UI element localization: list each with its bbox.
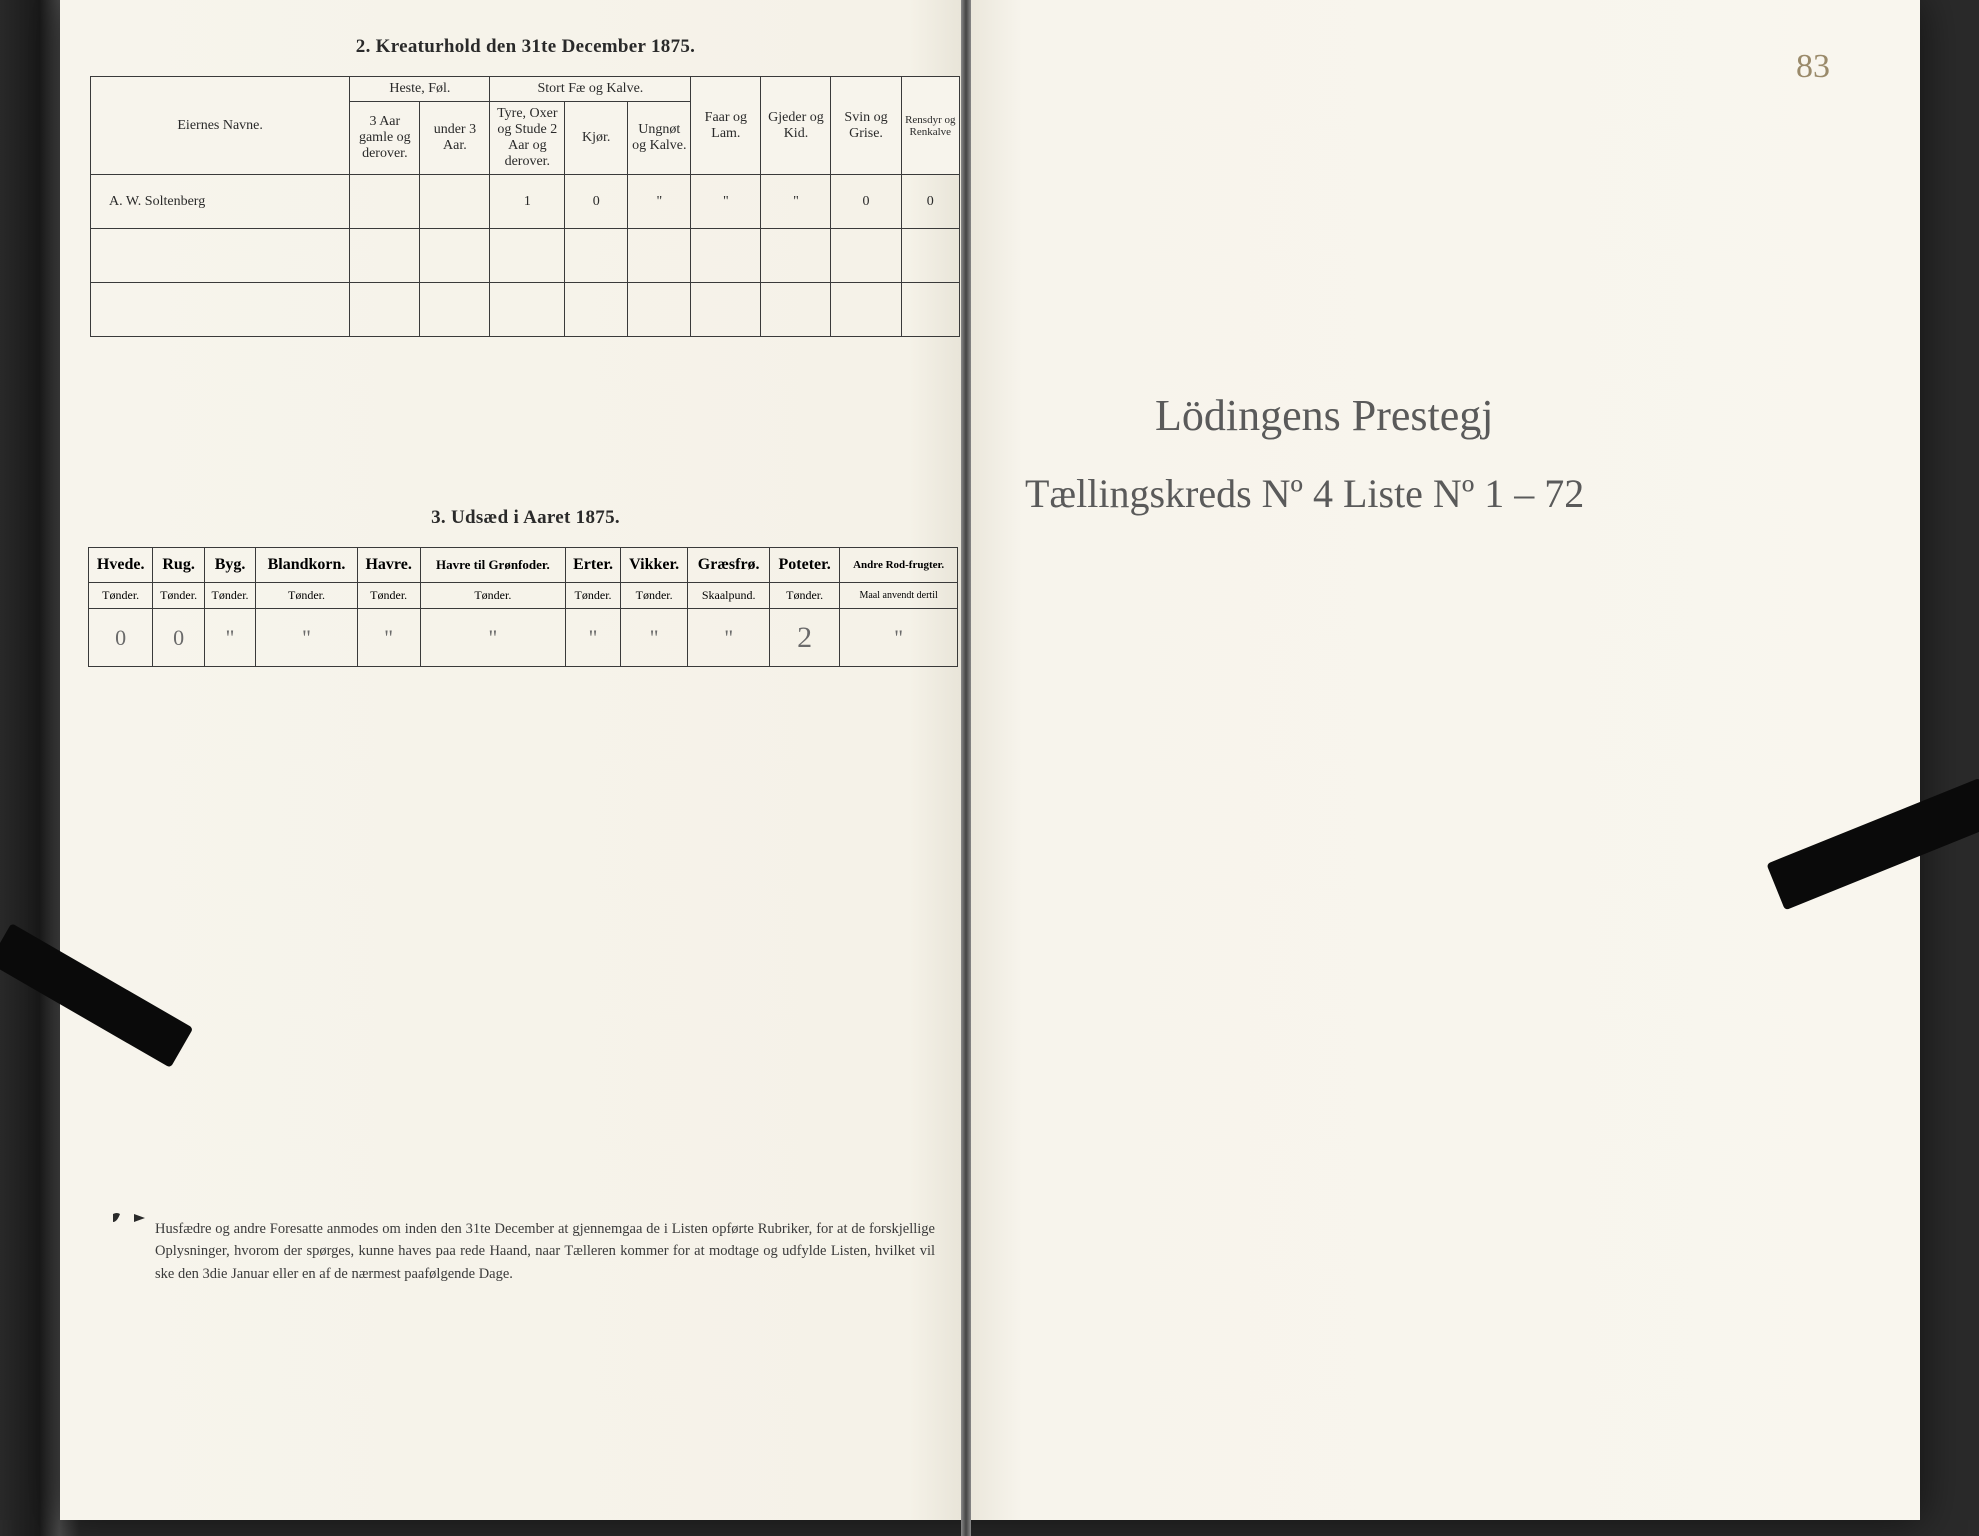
- col: Byg.: [204, 548, 255, 583]
- open-book: 2. Kreaturhold den 31te December 1875. E…: [60, 0, 1920, 1520]
- cell: 0: [901, 175, 959, 229]
- cell: ": [420, 609, 565, 667]
- table-row: [91, 283, 960, 337]
- book-gutter: [961, 0, 971, 1536]
- col-cattle-a: Tyre, Oxer og Stude 2 Aar og derover.: [490, 102, 565, 175]
- section3-title: 3. Udsæd i Aaret 1875.: [88, 507, 963, 529]
- title-script-line-1: Lödingens Prestegj: [1155, 390, 1494, 441]
- section2-title: 2. Kreaturhold den 31te December 1875.: [88, 36, 963, 58]
- cell-owner: A. W. Soltenberg: [91, 175, 350, 229]
- unit: Tønder.: [89, 583, 153, 609]
- right-page: 83 Lödingens Prestegj Tællingskreds Nº 4…: [965, 0, 1920, 1520]
- cell: ": [840, 609, 958, 667]
- cell: 2: [770, 609, 840, 667]
- col: Græsfrø.: [688, 548, 770, 583]
- col-sheep: Faar og Lam.: [691, 77, 761, 175]
- cell: ": [256, 609, 357, 667]
- col-group-cattle: Stort Fæ og Kalve.: [490, 77, 691, 102]
- col: Blandkorn.: [256, 548, 357, 583]
- cell: ": [621, 609, 688, 667]
- col-owner: Eiernes Navne.: [91, 77, 350, 175]
- cell: 1: [490, 175, 565, 229]
- col-reindeer: Rensdyr og Renkalve: [901, 77, 959, 175]
- cell: 0: [89, 609, 153, 667]
- unit: Tønder.: [770, 583, 840, 609]
- unit: Tønder.: [357, 583, 420, 609]
- unit: Tønder.: [204, 583, 255, 609]
- col-horses-b: under 3 Aar.: [420, 102, 490, 175]
- cell: ": [691, 175, 761, 229]
- cell: 0: [831, 175, 901, 229]
- livestock-table: Eiernes Navne. Heste, Føl. Stort Fæ og K…: [90, 76, 960, 337]
- unit: Skaalpund.: [688, 583, 770, 609]
- unit: Maal anvendt dertil: [840, 583, 958, 609]
- col: Vikker.: [621, 548, 688, 583]
- col-pigs: Svin og Grise.: [831, 77, 901, 175]
- page-number: 83: [1796, 48, 1830, 86]
- col: Poteter.: [770, 548, 840, 583]
- left-page: 2. Kreaturhold den 31te December 1875. E…: [60, 0, 965, 1520]
- cell: 0: [565, 175, 628, 229]
- unit: Tønder.: [256, 583, 357, 609]
- unit: Tønder.: [420, 583, 565, 609]
- col-group-horses: Heste, Føl.: [350, 77, 490, 102]
- pointing-hand-icon: [112, 1208, 146, 1228]
- cell: ": [566, 609, 621, 667]
- col: Rug.: [153, 548, 204, 583]
- cell: [350, 175, 420, 229]
- title-script-line-2: Tællingskreds Nº 4 Liste Nº 1 – 72: [1025, 470, 1584, 517]
- cell: [420, 175, 490, 229]
- cell: ": [761, 175, 831, 229]
- sowing-unit-row: Tønder. Tønder. Tønder. Tønder. Tønder. …: [89, 583, 958, 609]
- unit: Tønder.: [153, 583, 204, 609]
- sowing-header-row: Hvede. Rug. Byg. Blandkorn. Havre. Havre…: [89, 548, 958, 583]
- footer-note: Husfædre og andre Foresatte anmodes om i…: [155, 1218, 935, 1285]
- col-cattle-b: Kjør.: [565, 102, 628, 175]
- col: Havre til Grønfoder.: [420, 548, 565, 583]
- col-cattle-c: Ungnøt og Kalve.: [628, 102, 691, 175]
- col: Hvede.: [89, 548, 153, 583]
- cell: ": [628, 175, 691, 229]
- table-row: 0 0 " " " " " " " 2 ": [89, 609, 958, 667]
- unit: Tønder.: [566, 583, 621, 609]
- col-horses-a: 3 Aar gamle og derover.: [350, 102, 420, 175]
- cell: ": [357, 609, 420, 667]
- sowing-table: Hvede. Rug. Byg. Blandkorn. Havre. Havre…: [88, 547, 958, 667]
- col: Erter.: [566, 548, 621, 583]
- cell: ": [204, 609, 255, 667]
- table-row: A. W. Soltenberg 1 0 " " " 0 0: [91, 175, 960, 229]
- col: Havre.: [357, 548, 420, 583]
- col-goats: Gjeder og Kid.: [761, 77, 831, 175]
- table-row: [91, 229, 960, 283]
- unit: Tønder.: [621, 583, 688, 609]
- cell: ": [688, 609, 770, 667]
- col: Andre Rod-frugter.: [840, 548, 958, 583]
- cell: 0: [153, 609, 204, 667]
